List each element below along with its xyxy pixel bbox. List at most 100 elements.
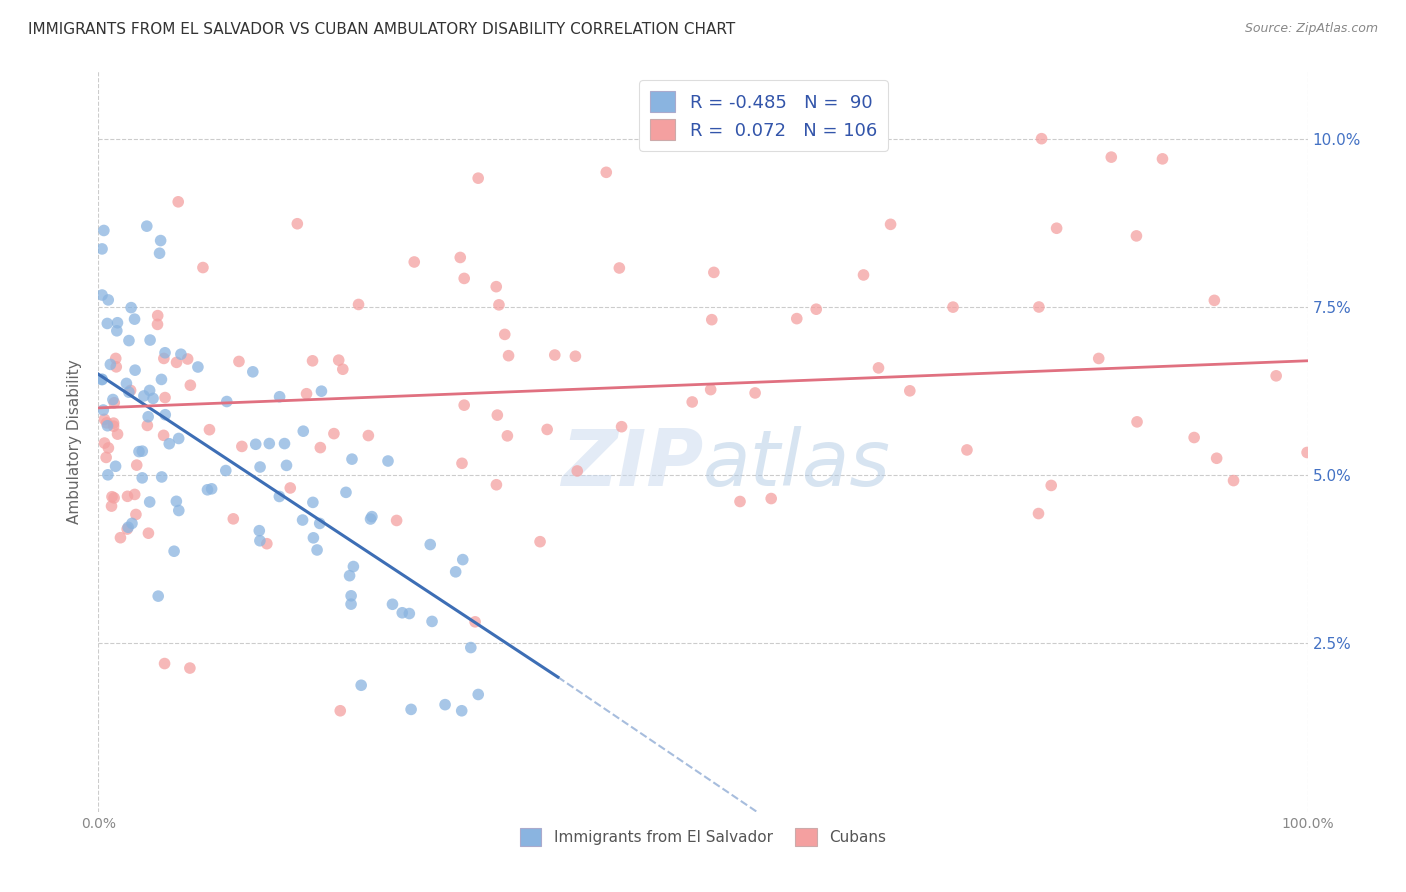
Point <box>93 412 115 426</box>
Point <box>110 531 132 545</box>
Point <box>485 279 508 293</box>
Point <box>956 442 979 457</box>
Point <box>201 482 224 496</box>
Legend: Immigrants from El Salvador, Cubans: Immigrants from El Salvador, Cubans <box>513 822 893 852</box>
Point <box>91 372 114 386</box>
Point <box>176 351 198 366</box>
Point <box>242 365 264 379</box>
Point <box>544 348 567 362</box>
Point <box>879 218 901 232</box>
Point <box>498 349 520 363</box>
Point <box>329 704 352 718</box>
Point <box>128 444 150 458</box>
Point <box>136 418 159 433</box>
Point <box>121 516 143 531</box>
Point <box>97 441 120 455</box>
Point <box>91 403 114 417</box>
Point <box>152 428 174 442</box>
Point <box>536 422 558 436</box>
Point <box>451 456 474 470</box>
Point <box>259 436 281 450</box>
Point <box>150 372 173 386</box>
Point <box>496 429 519 443</box>
Point <box>100 499 122 513</box>
Point <box>115 376 138 391</box>
Point <box>231 439 253 453</box>
Point <box>138 526 160 541</box>
Point <box>285 217 308 231</box>
Point <box>135 219 157 234</box>
Point <box>419 537 441 551</box>
Point <box>335 485 357 500</box>
Point <box>1205 451 1227 466</box>
Point <box>97 467 120 482</box>
Point <box>139 333 162 347</box>
Point <box>486 408 509 422</box>
Point <box>118 334 141 348</box>
Point <box>1040 478 1063 492</box>
Point <box>311 384 333 399</box>
Point <box>404 255 426 269</box>
Text: ZIP: ZIP <box>561 425 703 502</box>
Point <box>247 524 270 538</box>
Point <box>398 607 420 621</box>
Point <box>256 537 278 551</box>
Point <box>167 432 190 446</box>
Point <box>1222 474 1244 488</box>
Point <box>868 360 890 375</box>
Point <box>124 312 146 326</box>
Point <box>215 464 238 478</box>
Point <box>292 424 315 438</box>
Point <box>529 534 551 549</box>
Point <box>322 426 344 441</box>
Point <box>942 300 965 314</box>
Point <box>269 390 291 404</box>
Point <box>249 533 271 548</box>
Point <box>153 657 176 671</box>
Point <box>595 165 617 179</box>
Point <box>163 544 186 558</box>
Point <box>115 522 138 536</box>
Point <box>1126 415 1149 429</box>
Point <box>360 512 382 526</box>
Point <box>107 427 129 442</box>
Point <box>607 260 630 275</box>
Point <box>328 353 350 368</box>
Point <box>103 416 125 430</box>
Point <box>269 490 291 504</box>
Point <box>302 495 325 509</box>
Point <box>453 271 475 285</box>
Point <box>105 324 128 338</box>
Point <box>340 452 363 467</box>
Point <box>273 436 295 450</box>
Point <box>136 409 159 424</box>
Text: atlas: atlas <box>703 425 891 502</box>
Point <box>377 454 399 468</box>
Point <box>699 383 721 397</box>
Point <box>1031 131 1053 145</box>
Point <box>564 349 586 363</box>
Point <box>278 481 301 495</box>
Point <box>165 494 187 508</box>
Point <box>451 552 474 566</box>
Point <box>332 362 354 376</box>
Point <box>197 483 219 497</box>
Point <box>307 543 329 558</box>
Point <box>170 347 193 361</box>
Point <box>125 508 148 522</box>
Point <box>97 293 120 307</box>
Y-axis label: Ambulatory Disability: Ambulatory Disability <box>66 359 82 524</box>
Point <box>138 384 160 398</box>
Point <box>117 520 139 534</box>
Point <box>103 419 125 434</box>
Text: Source: ZipAtlas.com: Source: ZipAtlas.com <box>1244 22 1378 36</box>
Point <box>146 318 169 332</box>
Point <box>167 503 190 517</box>
Text: IMMIGRANTS FROM EL SALVADOR VS CUBAN AMBULATORY DISABILITY CORRELATION CHART: IMMIGRANTS FROM EL SALVADOR VS CUBAN AMB… <box>28 22 735 37</box>
Point <box>488 298 510 312</box>
Point <box>198 423 221 437</box>
Point <box>1152 152 1174 166</box>
Point <box>228 354 250 368</box>
Point <box>1125 228 1147 243</box>
Point <box>1296 445 1319 459</box>
